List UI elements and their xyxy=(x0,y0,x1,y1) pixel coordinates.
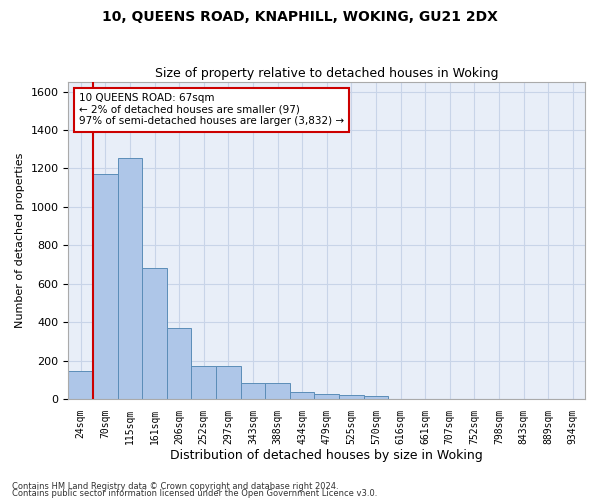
Y-axis label: Number of detached properties: Number of detached properties xyxy=(15,153,25,328)
Title: Size of property relative to detached houses in Woking: Size of property relative to detached ho… xyxy=(155,66,499,80)
Bar xyxy=(241,383,265,399)
Bar xyxy=(314,394,339,399)
X-axis label: Distribution of detached houses by size in Woking: Distribution of detached houses by size … xyxy=(170,450,483,462)
Bar xyxy=(265,383,290,399)
Bar xyxy=(167,328,191,399)
Bar xyxy=(68,370,93,399)
Text: Contains public sector information licensed under the Open Government Licence v3: Contains public sector information licen… xyxy=(12,490,377,498)
Bar xyxy=(118,158,142,399)
Text: 10 QUEENS ROAD: 67sqm
← 2% of detached houses are smaller (97)
97% of semi-detac: 10 QUEENS ROAD: 67sqm ← 2% of detached h… xyxy=(79,93,344,126)
Bar xyxy=(142,268,167,399)
Bar xyxy=(216,366,241,399)
Bar xyxy=(191,366,216,399)
Text: 10, QUEENS ROAD, KNAPHILL, WOKING, GU21 2DX: 10, QUEENS ROAD, KNAPHILL, WOKING, GU21 … xyxy=(102,10,498,24)
Bar xyxy=(364,396,388,399)
Text: Contains HM Land Registry data © Crown copyright and database right 2024.: Contains HM Land Registry data © Crown c… xyxy=(12,482,338,491)
Bar xyxy=(93,174,118,399)
Bar xyxy=(339,395,364,399)
Bar xyxy=(290,392,314,399)
